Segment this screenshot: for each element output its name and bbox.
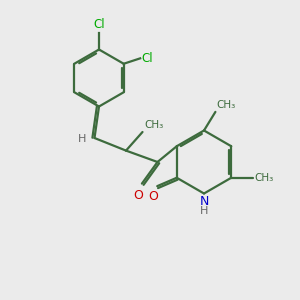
Text: H: H [200,206,208,216]
Text: H: H [78,134,86,145]
Text: Cl: Cl [93,19,105,32]
Text: Cl: Cl [142,52,153,65]
Text: O: O [148,190,158,203]
Text: N: N [199,195,209,208]
Text: O: O [134,189,143,202]
Text: CH₃: CH₃ [216,100,236,110]
Text: CH₃: CH₃ [144,120,163,130]
Text: CH₃: CH₃ [254,173,274,183]
